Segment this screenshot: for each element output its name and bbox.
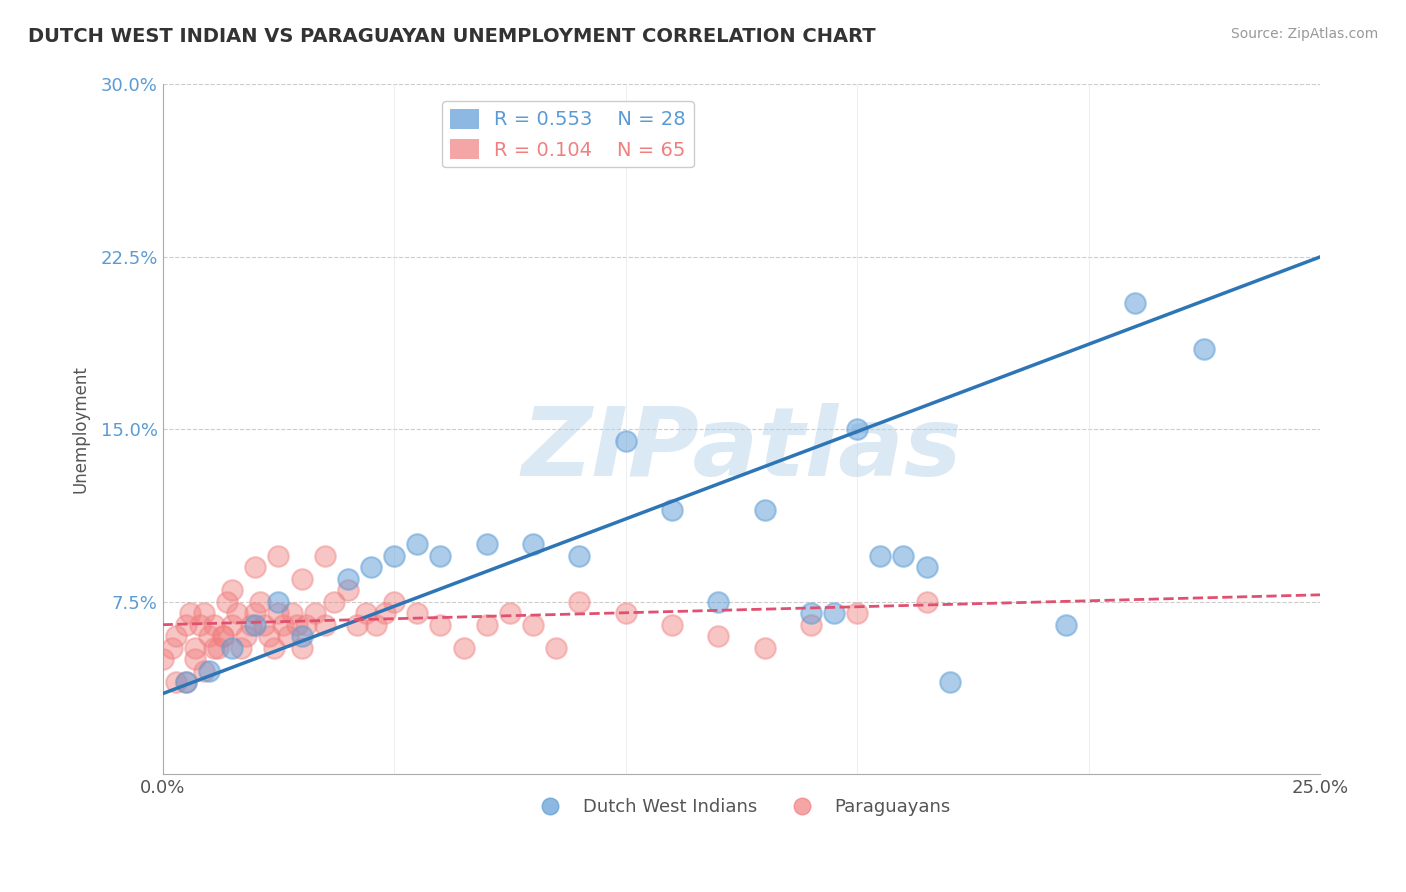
Legend: Dutch West Indians, Paraguayans: Dutch West Indians, Paraguayans [524,791,957,823]
Point [184,652,207,666]
Point [754,502,776,516]
Point [356,606,378,620]
Point [257,629,280,643]
Point [823,606,845,620]
Point [166,629,188,643]
Point [614,434,637,448]
Point [893,549,915,563]
Point [221,640,243,655]
Point [290,629,312,643]
Point [281,606,304,620]
Point [221,617,243,632]
Text: ZIPatlas: ZIPatlas [522,403,962,497]
Point [174,675,197,690]
Point [202,640,225,655]
Point [290,572,312,586]
Point [211,629,233,643]
Point [661,617,683,632]
Point [429,617,451,632]
Point [374,606,396,620]
Point [174,617,197,632]
Point [869,549,891,563]
Point [522,537,544,551]
Point [253,617,276,632]
Point [184,640,207,655]
Point [231,640,253,655]
Point [152,652,174,666]
Point [166,675,188,690]
Point [939,675,962,690]
Point [221,583,243,598]
Point [198,664,221,678]
Point [285,617,308,632]
Point [322,595,344,609]
Point [522,617,544,632]
Point [614,606,637,620]
Point [211,629,233,643]
Point [382,595,405,609]
Point [800,617,823,632]
Point [235,629,257,643]
Point [202,617,225,632]
Point [267,549,290,563]
Point [304,606,326,620]
Point [336,572,359,586]
Point [245,560,267,574]
Point [179,606,201,620]
Point [271,617,294,632]
Point [263,640,285,655]
Point [245,606,267,620]
Point [249,595,271,609]
Point [336,583,359,598]
Point [915,595,938,609]
Point [188,617,211,632]
Point [453,640,475,655]
Point [267,606,290,620]
Point [800,606,823,620]
Point [846,606,869,620]
Point [568,595,591,609]
Point [174,675,197,690]
Point [707,595,730,609]
Point [429,549,451,563]
Point [239,617,262,632]
Point [754,640,776,655]
Point [290,640,312,655]
Point [546,640,568,655]
Point [277,629,299,643]
Point [346,617,368,632]
Point [267,595,290,609]
Point [475,617,498,632]
Point [193,664,215,678]
Point [707,629,730,643]
Point [217,595,239,609]
Point [1123,296,1146,310]
Point [1054,617,1077,632]
Text: DUTCH WEST INDIAN VS PARAGUAYAN UNEMPLOYMENT CORRELATION CHART: DUTCH WEST INDIAN VS PARAGUAYAN UNEMPLOY… [28,27,876,45]
Point [314,549,336,563]
Point [160,640,183,655]
Y-axis label: Unemployment: Unemployment [72,366,89,493]
Point [568,549,591,563]
Point [314,617,336,632]
Point [499,606,522,620]
Point [295,617,318,632]
Point [1194,342,1216,356]
Point [364,617,387,632]
Point [475,537,498,551]
Point [406,537,429,551]
Point [382,549,405,563]
Point [406,606,429,620]
Point [198,629,221,643]
Point [661,502,683,516]
Point [225,606,247,620]
Point [846,422,869,436]
Text: Source: ZipAtlas.com: Source: ZipAtlas.com [1230,27,1378,41]
Point [245,617,267,632]
Point [193,606,215,620]
Point [207,640,229,655]
Point [360,560,382,574]
Point [915,560,938,574]
